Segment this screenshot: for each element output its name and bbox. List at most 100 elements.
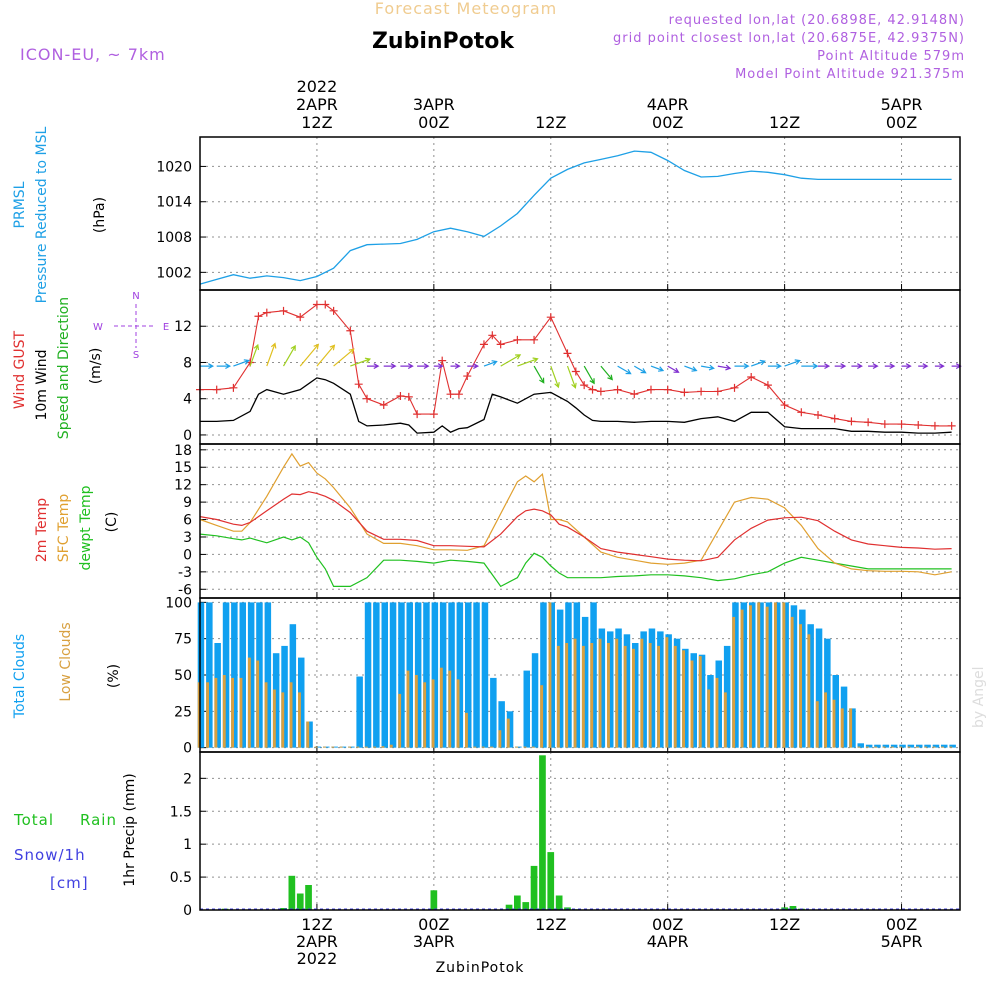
wind-direction-arrow xyxy=(299,343,320,367)
gust-marker xyxy=(730,383,739,392)
total-cloud-bar xyxy=(481,602,489,748)
low-cloud-bar xyxy=(339,746,343,748)
low-cloud-bar xyxy=(565,643,569,748)
gust-marker xyxy=(897,420,906,429)
total-cloud-bar xyxy=(865,744,873,748)
y-tick-label: 4 xyxy=(183,392,192,408)
wind-direction-arrow xyxy=(249,343,260,367)
y-tick-label: 1002 xyxy=(156,265,192,281)
total-cloud-bar xyxy=(548,602,555,748)
total-cloud-bar xyxy=(765,602,773,748)
low-cloud-bar xyxy=(949,746,953,748)
bottom-time-label: 12Z xyxy=(535,915,566,934)
top-time-label: 00Z xyxy=(418,113,449,132)
y-tick-label: 9 xyxy=(183,495,192,511)
wind-direction-arrow xyxy=(282,344,296,367)
gust-marker xyxy=(296,313,305,322)
temperature-grid xyxy=(200,444,960,598)
low-cloud-bar xyxy=(715,677,719,748)
y-tick-label: 1008 xyxy=(156,230,192,246)
low-cloud-bar xyxy=(490,746,493,748)
wind-direction-arrow xyxy=(483,360,498,367)
total-cloud-bar xyxy=(807,624,814,748)
low-cloud-bar xyxy=(356,746,360,748)
y-tick-label: 12 xyxy=(174,478,192,494)
compass-w: W xyxy=(93,322,103,333)
total-cloud-bar xyxy=(448,602,455,748)
precip-bar xyxy=(547,852,555,910)
total-cloud-bar xyxy=(924,744,931,748)
pressure-unit: (hPa) xyxy=(92,197,108,233)
low-cloud-bar xyxy=(840,708,844,748)
total-cloud-bar xyxy=(723,645,731,748)
bottom-time-label: 00Z xyxy=(418,915,449,934)
pressure-line xyxy=(199,150,952,285)
low-cloud-bar xyxy=(256,660,260,748)
low-clouds-label: Low Clouds xyxy=(58,622,74,701)
low-cloud-bar xyxy=(916,746,919,748)
gust-marker xyxy=(646,385,655,394)
low-cloud-bar xyxy=(481,746,485,748)
total-cloud-bar xyxy=(465,602,472,748)
gust-marker xyxy=(563,349,572,358)
total-cloud-bar xyxy=(214,643,221,748)
total-cloud-bar xyxy=(615,628,622,748)
gust-marker xyxy=(463,372,472,381)
watermark: by Angel xyxy=(971,667,987,728)
bottom-time-label: 5APR xyxy=(881,932,923,951)
sfc-temp-line xyxy=(199,452,952,576)
low-cloud-bar xyxy=(807,634,811,748)
total-cloud-bar xyxy=(849,708,856,748)
gust-marker xyxy=(571,367,580,376)
total-cloud-bar xyxy=(339,746,347,748)
low-cloud-bar xyxy=(732,616,736,748)
total-cloud-bar xyxy=(356,676,363,748)
page-title: ZubinPotok xyxy=(372,29,515,54)
top-time-label: 00Z xyxy=(652,113,683,132)
wind-direction-arrow xyxy=(617,365,632,375)
total-cloud-bar xyxy=(247,602,255,748)
precip-bar xyxy=(305,885,312,910)
subtitle: Forecast Meteogram xyxy=(375,0,557,18)
clouds-panel: Total Clouds Low Clouds (%) 0 25 50 75 100 xyxy=(12,595,961,757)
low-cloud-bar xyxy=(523,746,527,748)
gust-marker xyxy=(613,385,622,394)
total-cloud-bar xyxy=(690,653,697,748)
low-cloud-bar xyxy=(548,602,552,748)
y-tick-label: 25 xyxy=(174,704,192,720)
low-cloud-bar xyxy=(456,679,460,748)
total-cloud-bar xyxy=(523,670,530,748)
low-cloud-bar xyxy=(414,675,418,748)
wind-direction-arrow xyxy=(417,363,430,370)
y-tick-label: 3 xyxy=(183,530,192,546)
total-cloud-bar xyxy=(673,638,681,748)
low-cloud-bar xyxy=(498,730,502,748)
temp2m-label: 2m Temp xyxy=(34,498,50,562)
total-cloud-bar xyxy=(932,744,940,748)
bottom-time-label: 12Z xyxy=(769,915,800,934)
point-altitude: Point Altitude 579m xyxy=(817,49,965,64)
precip-panel: Total Rain Snow/1h [cm] 1hr Precip (mm) … xyxy=(13,751,961,919)
y-tick-label: 6 xyxy=(183,513,192,529)
gust-marker xyxy=(454,390,463,399)
low-cloud-bar xyxy=(749,605,752,748)
total-cloud-bar xyxy=(598,628,606,748)
total-cloud-bar xyxy=(832,675,839,748)
precip-snow-label: Snow/1h xyxy=(14,846,86,864)
low-cloud-bar xyxy=(222,675,226,748)
low-cloud-bar xyxy=(824,692,827,748)
total-cloud-bar xyxy=(264,602,272,748)
gust-marker xyxy=(763,381,772,390)
wind-grid xyxy=(200,290,960,444)
low-cloud-bar xyxy=(607,643,610,748)
low-cloud-bar xyxy=(924,746,928,748)
wind-direction-arrow xyxy=(200,363,215,370)
y-tick-label: 75 xyxy=(174,632,192,648)
gust-marker xyxy=(697,387,706,396)
wind-direction-arrow xyxy=(633,365,647,374)
low-cloud-bar xyxy=(264,682,268,748)
wind-direction-arrow xyxy=(400,363,414,370)
low-cloud-bar xyxy=(197,682,201,748)
total-cloud-bar xyxy=(640,631,647,748)
gust-marker xyxy=(630,390,639,399)
